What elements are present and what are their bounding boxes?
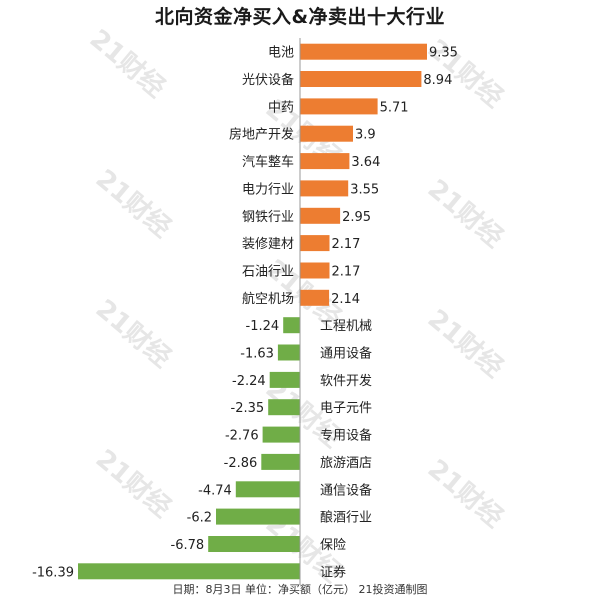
- watermark-logo: 21财经: [422, 173, 509, 253]
- value-label: -1.24: [246, 319, 280, 334]
- category-label: 证券: [320, 564, 346, 580]
- value-label: 3.9: [355, 128, 376, 143]
- value-label: 5.71: [380, 100, 409, 115]
- category-label: 通信设备: [320, 482, 372, 498]
- bar: [208, 536, 300, 552]
- value-label: -2.35: [231, 401, 265, 416]
- bar: [268, 399, 300, 416]
- value-label: -2.86: [224, 456, 258, 471]
- value-label: -1.63: [240, 347, 274, 362]
- bar: [300, 262, 330, 279]
- value-label: -16.39: [32, 565, 74, 580]
- category-label: 光伏设备: [242, 72, 294, 88]
- bar: [300, 153, 350, 170]
- category-label: 酿酒行业: [320, 510, 372, 526]
- bar: [300, 125, 353, 142]
- category-label: 房地产开发: [229, 127, 294, 143]
- watermark-logo: 21财经: [90, 163, 177, 243]
- watermark-logo: 21财经: [90, 293, 177, 373]
- bar: [300, 43, 427, 60]
- category-label: 电池: [268, 46, 294, 61]
- value-label: 2.17: [332, 237, 361, 252]
- value-label: 2.17: [332, 265, 361, 280]
- value-label: -6.78: [171, 538, 205, 553]
- category-label: 汽车整车: [242, 154, 294, 170]
- bar: [283, 317, 300, 334]
- value-label: 8.94: [423, 73, 452, 88]
- category-label: 中药: [268, 100, 294, 115]
- bar: [300, 180, 349, 197]
- bar: [235, 481, 300, 498]
- category-label: 装修建材: [242, 237, 294, 252]
- bar: [277, 344, 300, 361]
- bar: [300, 235, 330, 252]
- watermark-logo: 21财经: [422, 303, 509, 383]
- category-label: 电力行业: [242, 182, 294, 197]
- bar: [300, 71, 422, 87]
- bar: [300, 98, 378, 115]
- value-label: 3.64: [351, 155, 380, 170]
- bar: [269, 371, 300, 388]
- category-label: 钢铁行业: [242, 210, 294, 225]
- value-label: 2.95: [342, 210, 371, 225]
- category-label: 电子元件: [320, 401, 372, 416]
- category-label: 工程机械: [320, 319, 372, 334]
- value-label: 9.35: [429, 46, 458, 61]
- bar: [216, 508, 300, 525]
- category-label: 通用设备: [320, 346, 372, 362]
- value-label: -2.24: [232, 374, 266, 389]
- labels-group: 电池 9.35 光伏设备 8.94 中药 5.71 房地产开发 3.9 汽车整车 3.64 电力行业…: [32, 46, 458, 581]
- value-label: -4.74: [198, 483, 232, 498]
- value-label: -6.2: [187, 511, 212, 526]
- category-label: 航空机场: [242, 291, 294, 307]
- category-label: 旅游酒店: [320, 456, 372, 471]
- bar: [300, 289, 330, 306]
- watermark-logo: 21财经: [84, 23, 171, 103]
- watermark-logo: 21财经: [90, 443, 177, 523]
- footer-note: 日期：8月3日 单位：净买额（亿元） 21投资通制图: [172, 583, 428, 596]
- bar: [261, 453, 300, 470]
- bar: [262, 426, 300, 443]
- value-label: 2.14: [331, 292, 360, 307]
- bars-group: [78, 43, 427, 580]
- watermark-logo: 21财经: [422, 453, 509, 533]
- chart-title: 北向资金净买入&净卖出十大行业: [154, 6, 446, 28]
- category-label: 保险: [320, 538, 346, 553]
- bar: [300, 207, 341, 224]
- category-label: 软件开发: [320, 373, 372, 389]
- category-label: 石油行业: [242, 265, 294, 280]
- value-label: 3.55: [350, 182, 379, 197]
- category-label: 专用设备: [320, 428, 372, 444]
- bar: [78, 563, 300, 580]
- value-label: -2.76: [225, 429, 259, 444]
